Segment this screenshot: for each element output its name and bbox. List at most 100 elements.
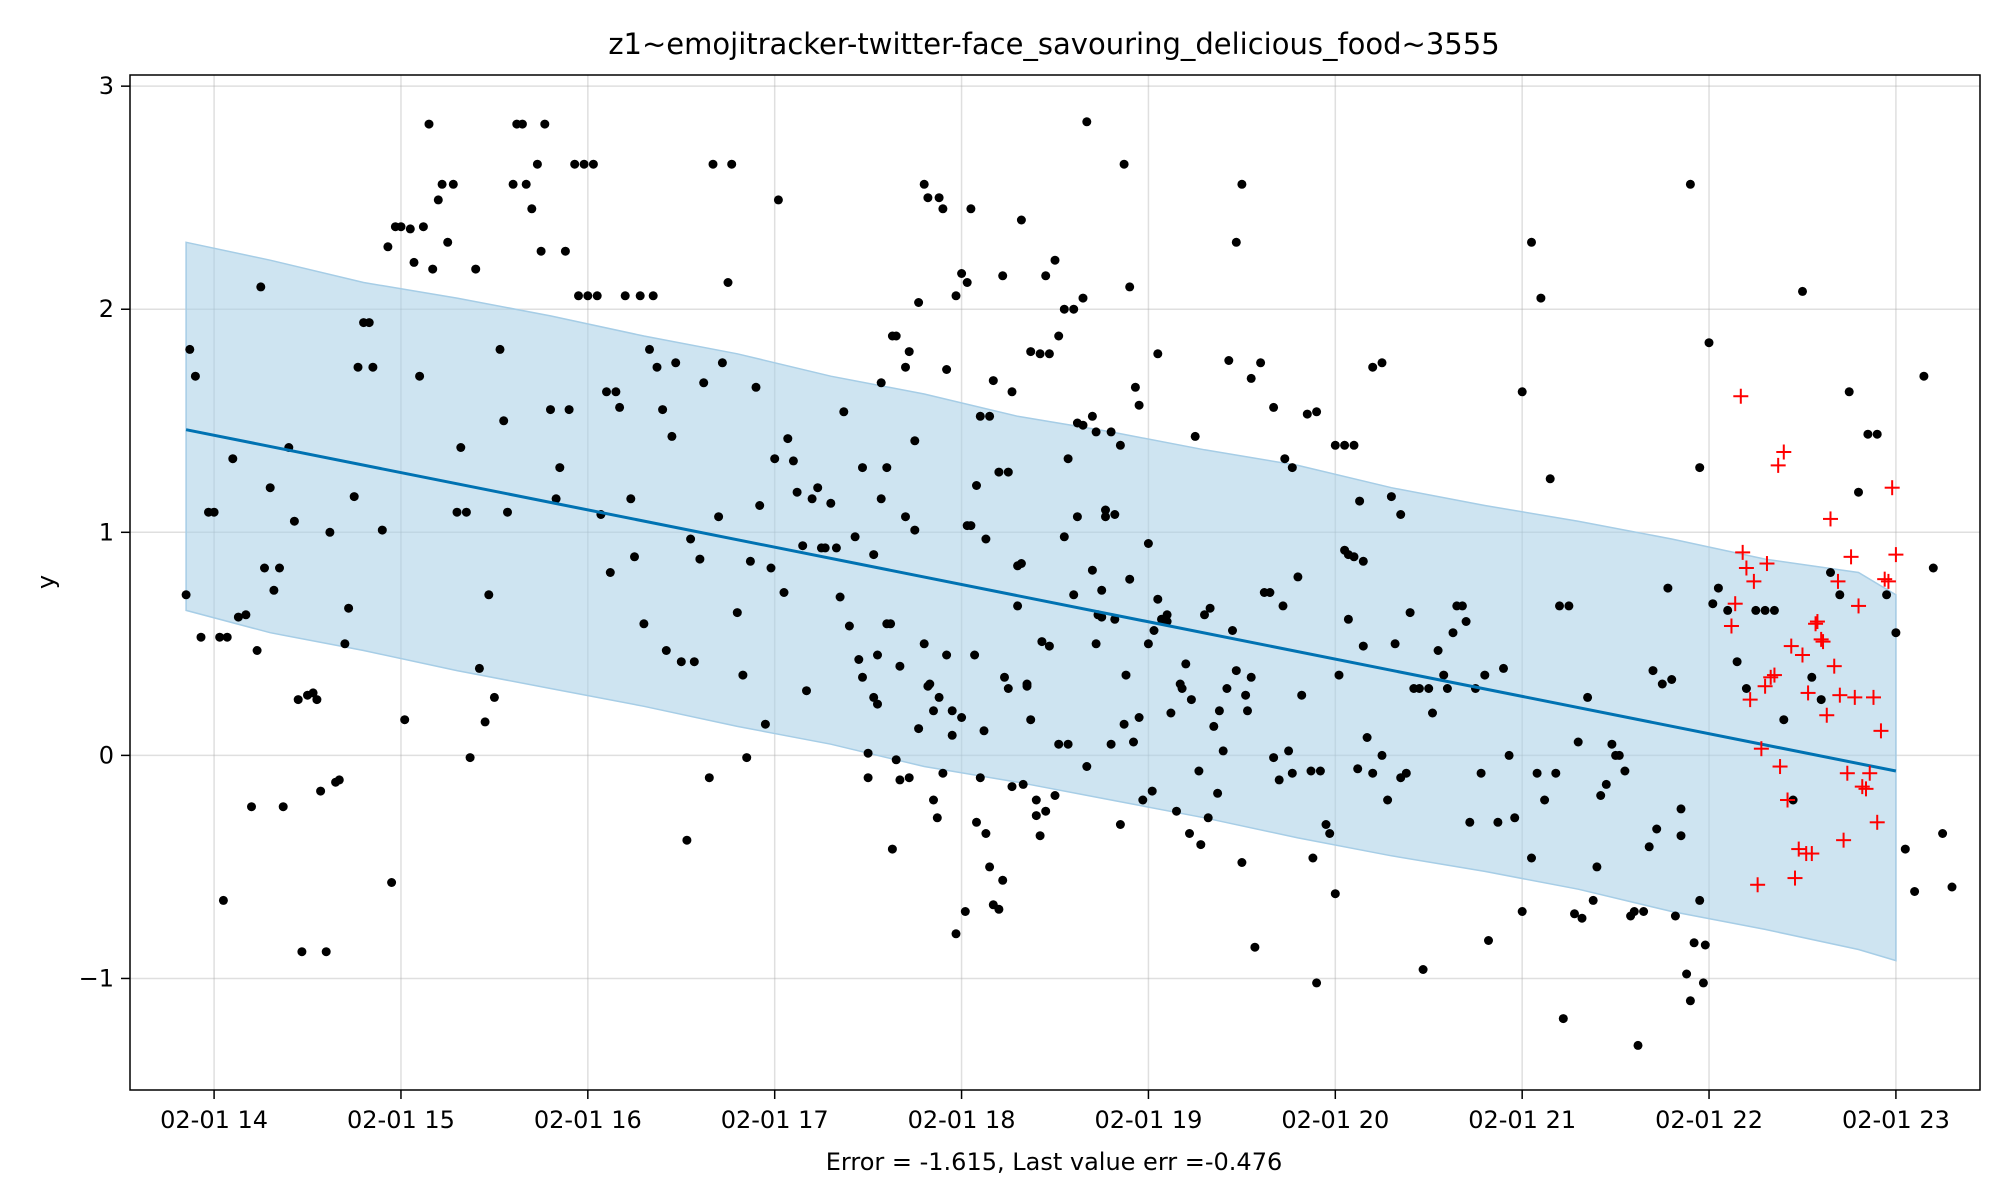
observed-point [1741,684,1751,693]
observed-point [938,768,948,778]
observed-point [630,552,639,562]
observed-point [755,501,765,510]
observed-point [1695,895,1705,905]
observed-point [802,686,811,696]
observed-point [957,713,967,722]
observed-point [1779,715,1789,725]
observed-point [1377,750,1387,760]
forecast-marker [1808,616,1824,632]
observed-point [1031,811,1041,821]
observed-point [1891,628,1901,638]
observed-point [727,159,737,169]
observed-point [260,563,269,573]
observed-point [383,242,393,252]
observed-point [1147,786,1157,796]
observed-point [1302,409,1312,419]
observed-point [1583,692,1593,702]
observed-point [732,608,742,618]
forecast-marker [1738,560,1754,576]
observed-point [807,494,817,504]
observed-point [652,362,662,372]
observed-point [1016,215,1026,225]
observed-point [1685,179,1695,189]
observed-point [396,222,406,232]
forecast-marker [1733,388,1749,404]
observed-point [1760,605,1770,615]
observed-point [1639,907,1649,916]
observed-point [579,159,589,169]
observed-point [1854,487,1863,497]
y-tick-label: 0 [99,741,114,769]
forecast-marker [1776,444,1792,460]
observed-point [1826,568,1835,577]
forecast-marker [1823,511,1839,527]
observed-point [1110,510,1120,519]
observed-point [620,291,630,301]
observed-point [1050,791,1060,800]
observed-point [316,786,326,796]
observed-point [1798,286,1807,296]
observed-point [312,695,322,705]
observed-point [835,592,845,602]
observed-point [461,507,471,517]
observed-point [1708,599,1718,609]
observed-point [1343,614,1353,624]
observed-point [876,494,886,504]
observed-point [448,179,458,189]
observed-point [540,119,550,129]
observed-point [1185,829,1194,838]
observed-point [1695,463,1705,473]
observed-point [648,291,658,301]
observed-point [1181,659,1191,669]
forecast-marker [1815,634,1831,650]
observed-point [689,657,699,667]
forecast-marker [1888,547,1904,563]
observed-point [1620,766,1630,776]
observed-point [1510,813,1520,823]
x-tick-label: 02-01 17 [721,1106,829,1134]
forecast-marker [1854,779,1870,795]
observed-point [1835,590,1845,600]
observed-point [368,362,378,372]
observed-point [196,632,206,642]
observed-point [1428,708,1437,718]
observed-point [387,878,397,887]
observed-point [932,813,942,823]
observed-point [484,590,494,600]
observed-point [1657,679,1667,689]
observed-point [966,521,976,531]
observed-point [742,753,752,763]
observed-point [972,817,981,827]
forecast-marker [1839,765,1855,781]
forecast-marker [1746,573,1762,589]
observed-point [850,532,860,542]
observed-point [1250,942,1260,952]
observed-point [947,706,957,716]
observed-point [465,753,475,763]
observed-point [377,525,387,535]
observed-point [1844,387,1854,397]
observed-point [1386,492,1396,502]
observed-point [1115,440,1125,450]
observed-point [1166,708,1176,718]
observed-point [1588,895,1598,905]
observed-point [1816,695,1826,705]
observed-point [1713,583,1723,593]
observed-point [1424,684,1434,693]
observed-point [424,119,434,129]
observed-point [910,436,920,446]
observed-point [760,719,770,729]
observed-point [1203,813,1213,823]
observed-point [1106,427,1116,437]
observed-point [1405,608,1415,618]
observed-point [658,405,668,415]
observed-point [1527,237,1536,247]
forecast-marker [1809,614,1825,630]
observed-point [241,610,251,620]
observed-point [1807,672,1817,682]
observed-point [925,679,935,689]
forecast-marker [1869,814,1885,830]
observed-point [1063,739,1073,749]
observed-point [265,483,275,493]
